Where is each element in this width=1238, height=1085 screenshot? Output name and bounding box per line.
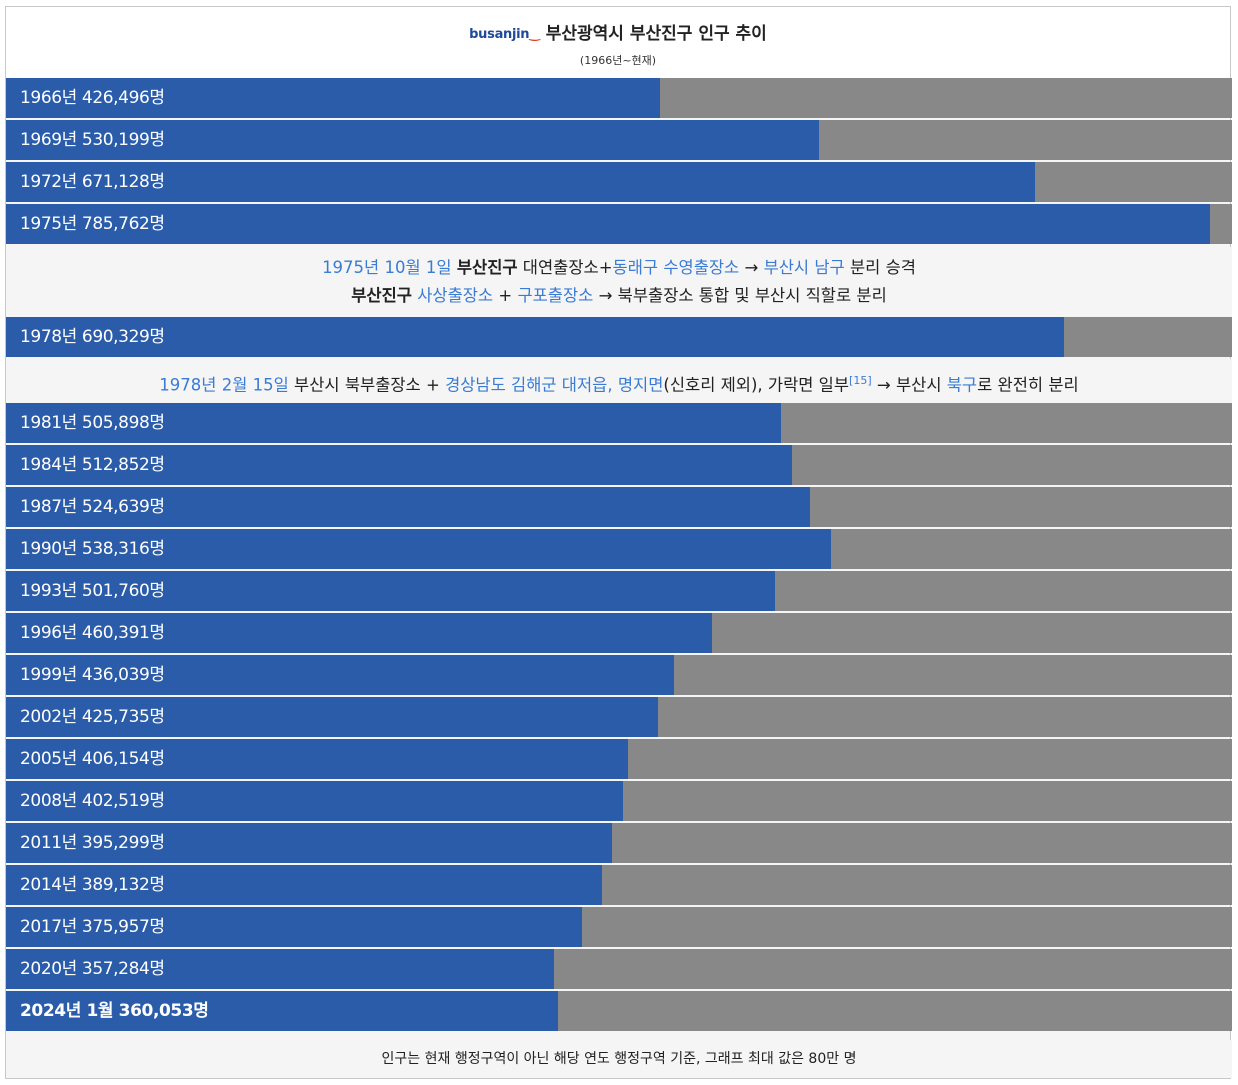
population-chart-frame: busanjin‿ 부산광역시 부산진구 인구 추이 (1966년~현재) 196… [5,6,1232,1079]
link-dongnae-suyeong[interactable]: 동래구 수영출장소 [612,258,740,277]
chart-header: busanjin‿ 부산광역시 부산진구 인구 추이 (1966년~현재) [6,7,1230,78]
bar-label: 2020년 357,284명 [20,959,165,979]
bar [6,739,628,779]
bar [6,120,819,160]
bar-label: 1996년 460,391명 [20,623,165,643]
bar-row: 1981년 505,898명 [6,403,1232,443]
note-1978-text-f: 로 완전히 분리 [977,375,1079,395]
bar-label: 1993년 501,760명 [20,581,165,601]
bar-row: 2024년 1월 360,053명 [6,991,1232,1031]
bar [6,991,558,1031]
bar-label: 2008년 402,519명 [20,791,165,811]
logo-swoosh-icon: ‿ [529,27,540,42]
bar [6,949,554,989]
bar-label: 1987년 524,639명 [20,497,165,517]
bar [6,162,1035,202]
bar-label: 2002년 425,735명 [20,707,165,727]
bar [6,487,810,527]
bar [6,204,1210,244]
bar-row: 1987년 524,639명 [6,487,1232,527]
link-busan-namgu[interactable]: 부산시 남구 [763,258,845,277]
bar-row: 1978년 690,329명 [6,317,1232,357]
bar-row: 2005년 406,154명 [6,739,1232,779]
link-1975-date[interactable]: 1975년 10월 1일 [322,258,452,277]
bar-row: 2014년 389,132명 [6,865,1232,905]
link-bukgu[interactable]: 북구 [946,375,978,395]
bar [6,571,775,611]
bar [6,655,674,695]
bar-label: 1972년 671,128명 [20,172,165,192]
note-1975-line-2: 부산진구 사상출장소 + 구포출장소 → 북부출장소 통합 및 부산시 직할로 … [6,282,1232,310]
note-1978-text-a: 부산시 북부출장소 + [288,375,446,395]
bar-label: 1975년 785,762명 [20,214,165,234]
chart-title-line: busanjin‿ 부산광역시 부산진구 인구 추이 [6,19,1230,44]
bar [6,529,831,569]
bar-label: 1969년 530,199명 [20,130,165,150]
bar-label: 1999년 436,039명 [20,665,165,685]
footnote-15-link[interactable]: [15] [849,374,872,387]
bar [6,445,792,485]
bar-row: 1993년 501,760명 [6,571,1232,611]
link-gupo[interactable]: 구포출장소 [517,286,594,305]
note-1975: 1975년 10월 1일 부산진구 대연출장소+동래구 수영출장소 → 부산시 … [6,247,1232,317]
bar-row: 2002년 425,735명 [6,697,1232,737]
logo-text: busanjin [469,27,530,42]
bar-row: 2020년 357,284명 [6,949,1232,989]
link-gimhae-daejeo-myeongji[interactable]: 경상남도 김해군 대저읍, 명지면 [445,375,664,395]
bar-row: 2017년 375,957명 [6,907,1232,947]
bar-label: 2024년 1월 360,053명 [20,1001,209,1021]
note-1978: 1978년 2월 15일 부산시 북부출장소 + 경상남도 김해군 대저읍, 명… [6,359,1232,403]
bar-row: 1996년 460,391명 [6,613,1232,653]
note-1975-text-l: → 북부출장소 통합 및 부산시 직할로 분리 [593,286,887,305]
note-1978-text-c: (신호리 제외), 가락면 일부 [663,375,850,395]
bar-row: 1975년 785,762명 [6,204,1232,244]
bar-label: 2005년 406,154명 [20,749,165,769]
bar-row: 1972년 671,128명 [6,162,1232,202]
note-1975-arrow: → [739,258,764,277]
bar [6,865,602,905]
bar-row: 1999년 436,039명 [6,655,1232,695]
busanjin-logo: busanjin‿ [469,27,540,42]
bar-label: 1978년 690,329명 [20,327,165,347]
bar-label: 1984년 512,852명 [20,455,165,475]
note-1975-text-f: 분리 승격 [844,258,916,277]
bar-label: 2011년 395,299명 [20,833,165,853]
chart-title: 부산광역시 부산진구 인구 추이 [545,24,767,44]
bar-row: 1969년 530,199명 [6,120,1232,160]
bar-row: 2008년 402,519명 [6,781,1232,821]
bar-row: 1984년 512,852명 [6,445,1232,485]
bar-label: 2014년 389,132명 [20,875,165,895]
note-1975-text-b: 대연출장소+ [517,258,613,277]
bar-label: 1966년 426,496명 [20,88,165,108]
chart-subtitle: (1966년~현재) [579,54,657,67]
link-sasang[interactable]: 사상출장소 [417,286,494,305]
link-1978-date[interactable]: 1978년 2월 15일 [159,375,289,395]
bar [6,403,781,443]
note-1975-busanjin-2: 부산진구 [351,286,412,305]
bar-label: 1990년 538,316명 [20,539,165,559]
note-1975-plus: + [493,286,518,305]
bar [6,781,623,821]
bar-row: 1990년 538,316명 [6,529,1232,569]
bar [6,317,1064,357]
bar-label: 1981년 505,898명 [20,413,165,433]
bar-label: 2017년 375,957명 [20,917,165,937]
bar-row: 1966년 426,496명 [6,78,1232,118]
bar-row: 2011년 395,299명 [6,823,1232,863]
bar [6,78,660,118]
note-1975-line-1: 1975년 10월 1일 부산진구 대연출장소+동래구 수영출장소 → 부산시 … [6,254,1232,282]
bar [6,697,658,737]
note-1978-text-d: → 부산시 [871,375,947,395]
bar [6,613,712,653]
note-1975-busanjin: 부산진구 [456,258,518,277]
chart-footer-note: 인구는 현재 행정구역이 아닌 해당 연도 행정구역 기준, 그래프 최대 값은… [6,1040,1232,1078]
bar [6,907,582,947]
note-1978-line: 1978년 2월 15일 부산시 북부출장소 + 경상남도 김해군 대저읍, 명… [6,367,1232,400]
bar [6,823,612,863]
